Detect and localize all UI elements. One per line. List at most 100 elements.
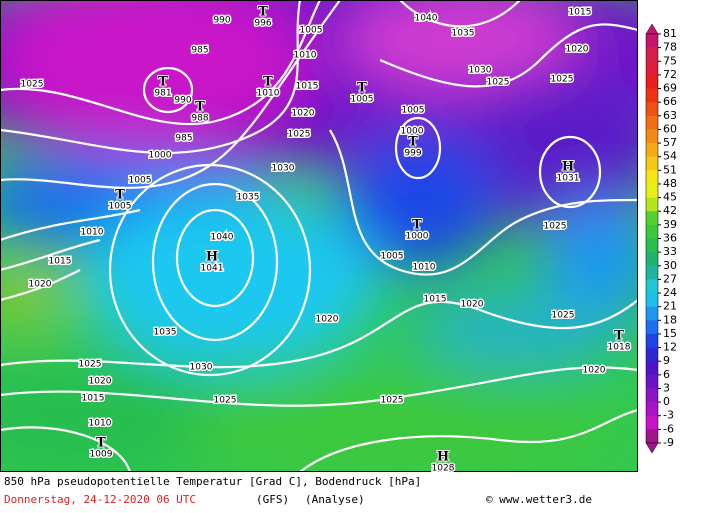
scale-tick-label: 63 xyxy=(663,109,677,122)
scale-segment xyxy=(646,374,658,389)
scale-tick-label: 78 xyxy=(663,41,677,54)
scale-segment xyxy=(646,306,658,321)
scale-segment xyxy=(646,388,658,403)
pressure-center-value: 1028 xyxy=(432,464,455,474)
run: (Analyse) xyxy=(305,493,365,506)
scale-arrow-top xyxy=(645,23,659,35)
pressure-center-symbol: T xyxy=(195,100,205,115)
pressure-center-value: 988 xyxy=(191,114,208,124)
caption: 850 hPa pseudopotentielle Temperatur [Gr… xyxy=(4,475,421,488)
isobar-label: 1035 xyxy=(154,328,177,338)
scale-segment xyxy=(646,333,658,348)
pressure-center-symbol: H xyxy=(206,250,218,265)
isobar-label: 1035 xyxy=(452,29,475,39)
scale-segment xyxy=(646,156,658,171)
scale-segment xyxy=(646,347,658,362)
scale-segment xyxy=(646,238,658,253)
isobar-label: 1020 xyxy=(316,315,339,325)
pressure-center-value: 999 xyxy=(404,149,421,159)
scale-segment xyxy=(646,129,658,144)
scale-tick-label: 0 xyxy=(663,395,670,408)
pressure-center-symbol: T xyxy=(412,218,422,233)
scale-tick-label: 3 xyxy=(663,381,670,394)
pressure-center-value: 1005 xyxy=(109,202,132,212)
scale-tick-label: 9 xyxy=(663,354,670,367)
scale-tick-label: 60 xyxy=(663,122,677,135)
scale-tick-label: 72 xyxy=(663,68,677,81)
scale-segment xyxy=(646,61,658,76)
pressure-center-value: 1000 xyxy=(406,232,429,242)
scale-tick-label: 39 xyxy=(663,218,677,231)
scale-tick-label: 27 xyxy=(663,272,677,285)
scale-tick-label: 6 xyxy=(663,368,670,381)
scale-tick-label: 33 xyxy=(663,245,677,258)
isobar-label: 1025 xyxy=(381,396,404,406)
pressure-center-symbol: T xyxy=(263,75,273,90)
scale-tick-label: 51 xyxy=(663,163,677,176)
isobar-label: 1010 xyxy=(89,419,112,429)
scale-tick-label: 45 xyxy=(663,191,677,204)
isobar-label: 1005 xyxy=(402,106,425,116)
scale-segment xyxy=(646,170,658,185)
pressure-center-value: 1010 xyxy=(257,89,280,99)
isobars xyxy=(0,0,638,472)
pressure-center-value: 981 xyxy=(154,89,171,99)
scale-tick-label: 57 xyxy=(663,136,677,149)
isobar-label: 1015 xyxy=(569,8,592,18)
pressure-center-symbol: T xyxy=(408,135,418,150)
scale-tick-label: 75 xyxy=(663,54,677,67)
pressure-center-symbol: T xyxy=(357,81,367,96)
isobar-label: 1020 xyxy=(29,280,52,290)
isobar-label: 1025 xyxy=(79,360,102,370)
isobar-label: 990 xyxy=(213,16,230,26)
scale-segment xyxy=(646,224,658,239)
pressure-center-symbol: T xyxy=(258,5,268,20)
scale-segment xyxy=(646,211,658,226)
scale-tick-label: -9 xyxy=(663,436,674,449)
scale-segment xyxy=(646,143,658,157)
scale-segment xyxy=(646,279,658,294)
isobar-label: 1015 xyxy=(82,394,105,404)
scale-tick-label: 42 xyxy=(663,204,677,217)
scale-arrow-bottom xyxy=(645,442,659,454)
scale-segment xyxy=(646,265,658,280)
isobar-label: 1015 xyxy=(424,295,447,305)
scale-tick-label: 12 xyxy=(663,341,677,354)
scale-tick-label: 24 xyxy=(663,286,677,299)
scale-tick-label: 36 xyxy=(663,232,677,245)
isobar-label: 1025 xyxy=(288,130,311,140)
isobar-label: 1000 xyxy=(149,151,172,161)
isobar-label: 1025 xyxy=(487,78,510,88)
isobar-label: 1015 xyxy=(296,82,319,92)
scale-segment xyxy=(646,115,658,130)
isobar-label: 1025 xyxy=(544,222,567,232)
isobar-label: 1025 xyxy=(21,80,44,90)
scale-segment xyxy=(646,429,658,444)
scale-segment xyxy=(646,402,658,417)
isobar-label: 1005 xyxy=(381,252,404,262)
scale-tick-label: 54 xyxy=(663,150,677,163)
isobar-label: 1020 xyxy=(461,300,484,310)
scale-tick-label: 18 xyxy=(663,313,677,326)
isobar-label: 1040 xyxy=(415,14,438,24)
date: Donnerstag, 24-12-2020 06 UTC xyxy=(4,493,196,506)
scale-tick-label: 21 xyxy=(663,300,677,313)
isobar-label: 1020 xyxy=(89,377,112,387)
scale-segment xyxy=(646,197,658,212)
isobar-label: 1040 xyxy=(211,233,234,243)
isobar-label: 1025 xyxy=(214,396,237,406)
model: (GFS) xyxy=(256,493,289,506)
scale-segment xyxy=(646,252,658,267)
scale-segment xyxy=(646,74,658,89)
isobar-label: 1035 xyxy=(237,193,260,203)
scale-segment xyxy=(646,34,658,48)
scale-tick-label: 30 xyxy=(663,259,677,272)
scale-tick-label: 81 xyxy=(663,27,677,40)
pressure-center-symbol: T xyxy=(614,329,624,344)
scale-segment xyxy=(646,47,658,62)
isobar-label: 1010 xyxy=(294,51,317,61)
isobar-label: 1010 xyxy=(81,228,104,238)
pressure-center-value: 1005 xyxy=(351,95,374,105)
